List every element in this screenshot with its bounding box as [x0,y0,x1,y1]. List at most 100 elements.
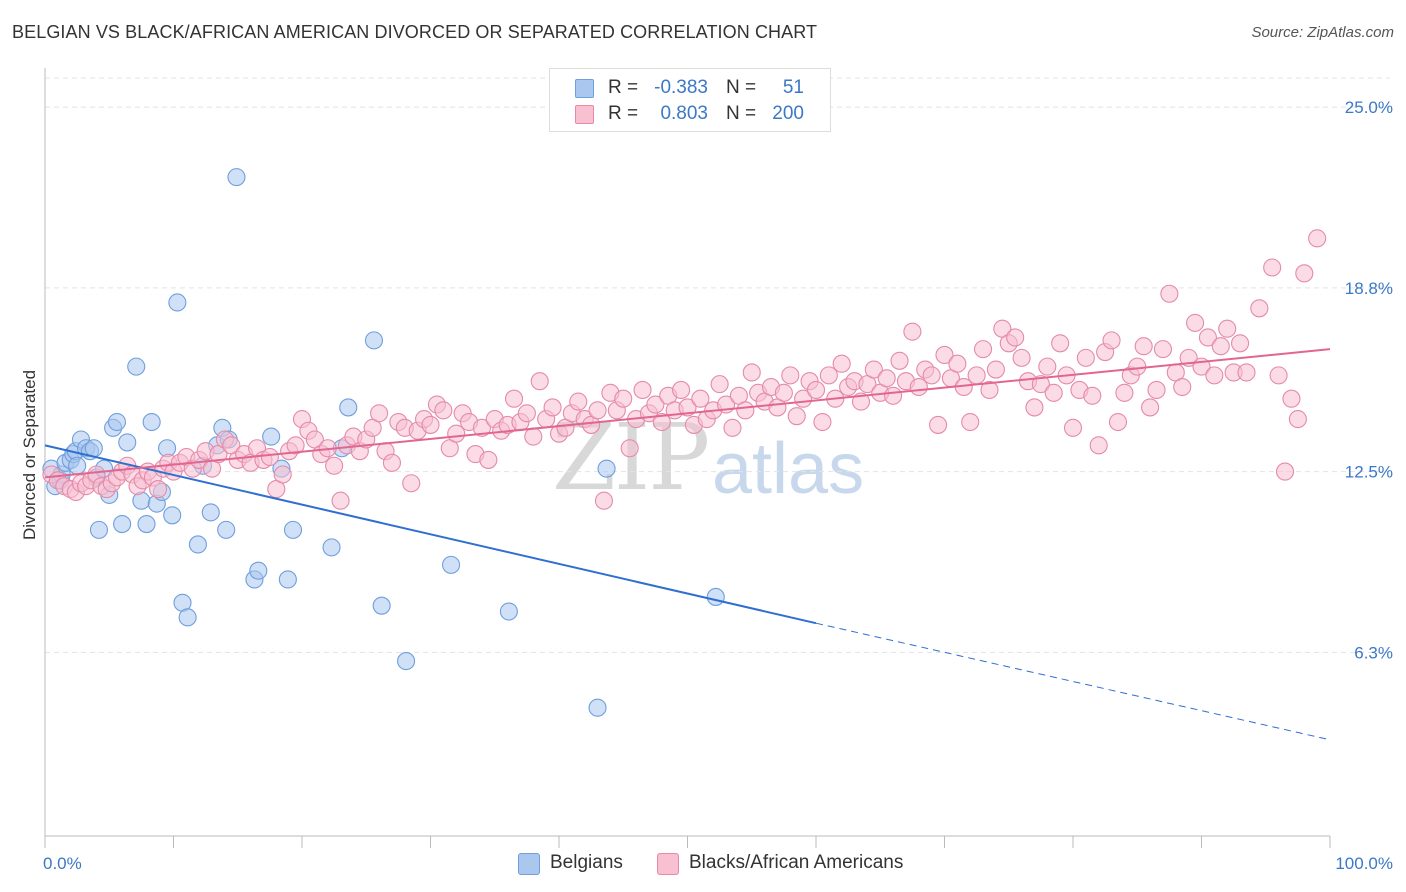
data-point [370,404,389,423]
data-point [447,424,466,443]
data-point [149,480,168,499]
legend-swatch-blacks [575,105,594,124]
legend-r-label: R = [608,103,639,124]
data-point [723,418,742,437]
data-point [1128,357,1147,376]
data-point [217,520,236,539]
data-point [1275,462,1295,481]
data-point [620,439,639,458]
source-label: Source: ZipAtlas.com [1251,24,1394,41]
data-point [1076,348,1095,367]
data-point [948,354,967,373]
data-point [1051,334,1070,353]
data-point [787,407,806,426]
data-point [107,412,127,432]
data-point [1237,363,1256,382]
data-point [980,380,999,399]
data-point [929,415,948,434]
data-point [678,398,697,417]
y-tick-label: 18.8% [1345,279,1393,298]
data-point [260,447,279,467]
data-point [1295,264,1314,283]
data-point [1089,436,1108,455]
data-point [819,366,838,385]
data-point [1218,319,1237,338]
data-point [163,506,182,525]
data-point [781,366,800,385]
data-point [1198,328,1217,347]
data-point [1102,331,1121,350]
legend-row-blacks: R = 0.803 N = 200 [550,101,830,127]
data-point [1025,398,1044,417]
data-point [68,456,87,475]
data-point [774,383,793,402]
y-tick-label: 6.3% [1354,643,1393,662]
data-point [973,340,993,359]
legend-n-value: 51 [782,77,804,98]
legend-r-label: R = [608,77,639,98]
data-point [188,535,207,554]
data-point [1108,412,1128,432]
data-point [736,401,755,420]
trend-line-belgians-extension [815,622,1331,741]
data-point [614,389,633,408]
data-point [118,433,137,452]
data-point [646,395,665,414]
data-point [331,491,350,510]
data-point [967,366,986,385]
legend-n-label: N = [726,103,757,124]
data-point [286,436,305,455]
trend-lines [44,348,1331,741]
data-point [961,412,980,432]
data-point [262,427,281,446]
chart-title: BELGIAN VS BLACK/AFRICAN AMERICAN DIVORC… [12,22,818,42]
data-point [986,360,1005,379]
data-point [278,570,297,589]
data-point [249,561,268,580]
data-point [1269,366,1288,385]
data-point [1250,299,1269,318]
axes [44,68,1331,848]
data-point [1141,398,1160,417]
data-point [1231,334,1250,353]
data-point [1006,328,1025,347]
data-point [89,520,109,539]
data-point [1160,284,1179,303]
bottom-legend-swatch-blacks [657,853,679,875]
data-point [1147,380,1166,399]
y-tick-label: 12.5% [1345,463,1393,482]
data-point [1153,340,1172,359]
legend-swatch-belgians [575,79,594,98]
tick-labels: 6.3% 12.5% 18.8% 25.0% 0.0% 100.0% [43,98,1393,873]
watermark-atlas: atlas [712,429,865,509]
data-point [597,459,616,478]
data-point [1115,383,1134,402]
data-point [113,515,132,534]
data-point [382,453,402,472]
data-point [1031,375,1050,394]
data-point [890,351,909,370]
data-point [588,698,607,717]
data-point [499,602,518,621]
data-point [588,401,607,420]
legend-row-belgians: R = -0.383 N = 51 [550,75,830,101]
data-point [325,456,344,475]
data-point [434,401,453,420]
data-point [1282,389,1301,408]
data-point [877,369,896,388]
data-point [935,345,954,365]
data-point [142,412,161,432]
data-point [1308,229,1327,248]
data-point [472,418,491,437]
data-point [339,398,358,417]
data-point [364,331,384,350]
data-point [1186,313,1205,332]
data-point [1083,386,1102,405]
bottom-legend-swatch-belgians [518,853,540,875]
data-point [1038,357,1057,376]
data-point [372,596,391,615]
legend-n-value: 200 [772,103,804,124]
data-point [402,474,421,493]
data-point [137,515,156,534]
